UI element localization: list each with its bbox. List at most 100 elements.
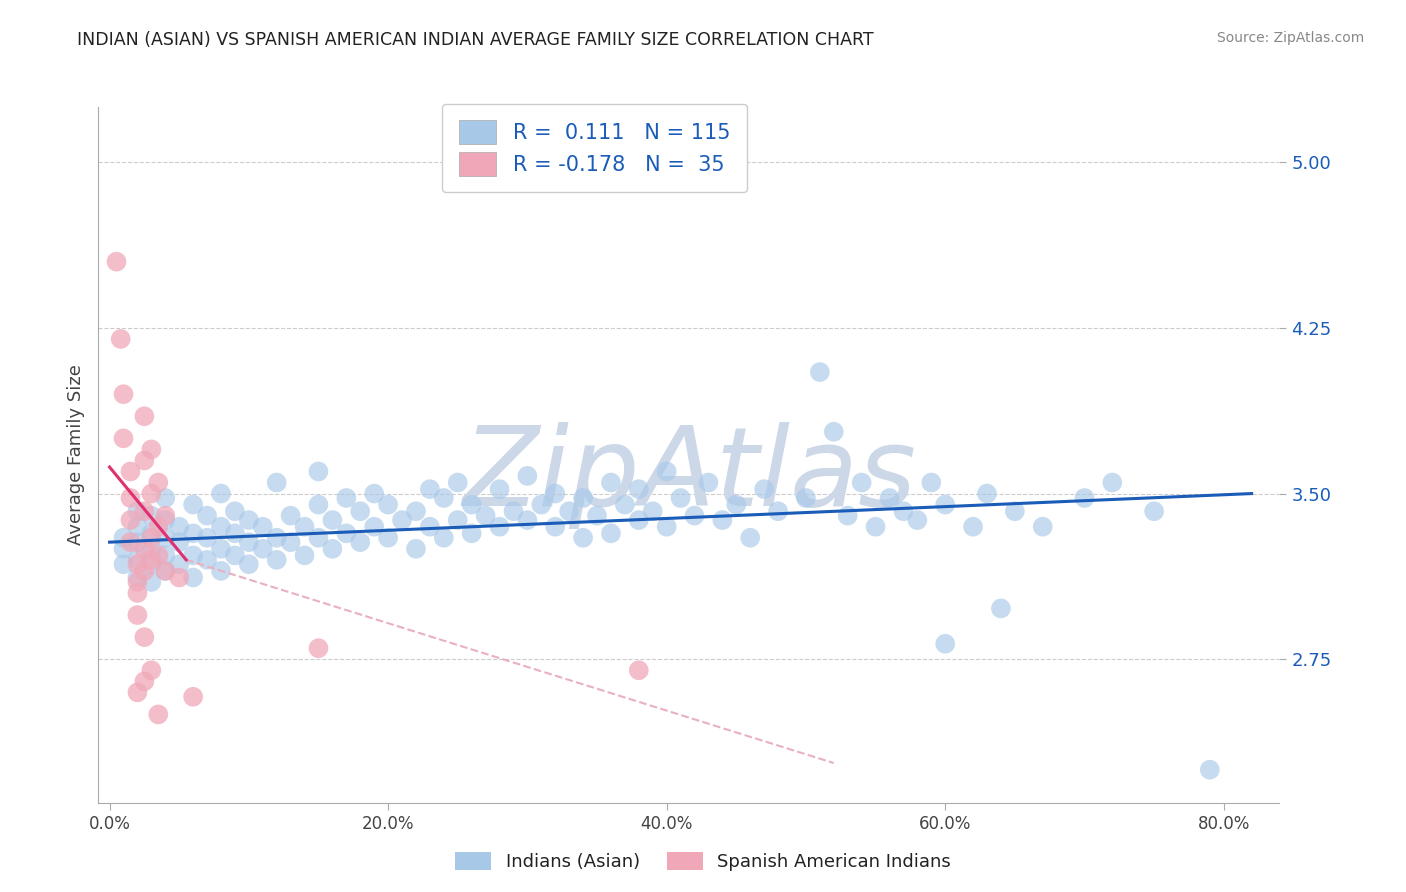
Point: [181, 570, 204, 584]
Point: [148, 549, 170, 563]
Point: [127, 535, 149, 549]
Text: INDIAN (ASIAN) VS SPANISH AMERICAN INDIAN AVERAGE FAMILY SIZE CORRELATION CHART: INDIAN (ASIAN) VS SPANISH AMERICAN INDIA…: [77, 31, 875, 49]
Point: [391, 513, 413, 527]
Point: [321, 541, 343, 556]
Point: [879, 491, 901, 505]
Point: [962, 519, 984, 533]
Point: [433, 531, 456, 545]
Point: [112, 531, 135, 545]
Legend: Indians (Asian), Spanish American Indians: Indians (Asian), Spanish American Indian…: [447, 845, 959, 879]
Point: [308, 641, 330, 656]
Point: [294, 519, 316, 533]
Point: [141, 541, 163, 556]
Point: [669, 491, 692, 505]
Point: [627, 482, 650, 496]
Point: [195, 508, 218, 523]
Point: [823, 425, 845, 439]
Point: [488, 482, 510, 496]
Point: [321, 513, 343, 527]
Point: [934, 637, 956, 651]
Point: [127, 558, 149, 572]
Point: [447, 513, 470, 527]
Point: [155, 564, 177, 578]
Point: [127, 570, 149, 584]
Point: [266, 553, 288, 567]
Point: [141, 526, 163, 541]
Point: [224, 504, 246, 518]
Point: [252, 519, 274, 533]
Point: [127, 608, 149, 623]
Point: [195, 531, 218, 545]
Point: [252, 541, 274, 556]
Point: [613, 498, 636, 512]
Point: [181, 549, 204, 563]
Point: [641, 504, 664, 518]
Point: [224, 549, 246, 563]
Point: [141, 531, 163, 545]
Point: [167, 535, 190, 549]
Point: [1004, 504, 1026, 518]
Point: [148, 519, 170, 533]
Point: [308, 498, 330, 512]
Point: [488, 519, 510, 533]
Point: [572, 531, 595, 545]
Point: [516, 469, 538, 483]
Point: [120, 465, 142, 479]
Point: [148, 707, 170, 722]
Point: [377, 531, 399, 545]
Point: [155, 531, 177, 545]
Point: [134, 453, 156, 467]
Point: [127, 553, 149, 567]
Point: [155, 491, 177, 505]
Point: [105, 254, 128, 268]
Point: [155, 564, 177, 578]
Point: [141, 508, 163, 523]
Point: [335, 491, 357, 505]
Point: [155, 513, 177, 527]
Point: [134, 564, 156, 578]
Point: [112, 541, 135, 556]
Point: [363, 486, 385, 500]
Point: [905, 513, 928, 527]
Point: [990, 601, 1012, 615]
Point: [134, 674, 156, 689]
Point: [349, 504, 371, 518]
Point: [195, 553, 218, 567]
Point: [725, 498, 748, 512]
Point: [224, 526, 246, 541]
Point: [238, 558, 260, 572]
Point: [155, 549, 177, 563]
Point: [544, 519, 567, 533]
Point: [586, 508, 609, 523]
Point: [655, 519, 678, 533]
Point: [530, 498, 553, 512]
Point: [837, 508, 859, 523]
Point: [167, 570, 190, 584]
Point: [752, 482, 775, 496]
Point: [544, 486, 567, 500]
Point: [238, 535, 260, 549]
Point: [238, 513, 260, 527]
Point: [127, 504, 149, 518]
Point: [893, 504, 915, 518]
Point: [266, 475, 288, 490]
Point: [294, 549, 316, 563]
Point: [280, 508, 302, 523]
Point: [627, 663, 650, 677]
Point: [155, 508, 177, 523]
Point: [134, 541, 156, 556]
Point: [308, 531, 330, 545]
Point: [266, 531, 288, 545]
Point: [127, 685, 149, 699]
Point: [148, 475, 170, 490]
Point: [127, 574, 149, 589]
Point: [209, 564, 232, 578]
Point: [141, 558, 163, 572]
Point: [127, 519, 149, 533]
Point: [120, 491, 142, 505]
Point: [627, 513, 650, 527]
Point: [209, 486, 232, 500]
Point: [474, 508, 496, 523]
Point: [405, 504, 427, 518]
Point: [141, 553, 163, 567]
